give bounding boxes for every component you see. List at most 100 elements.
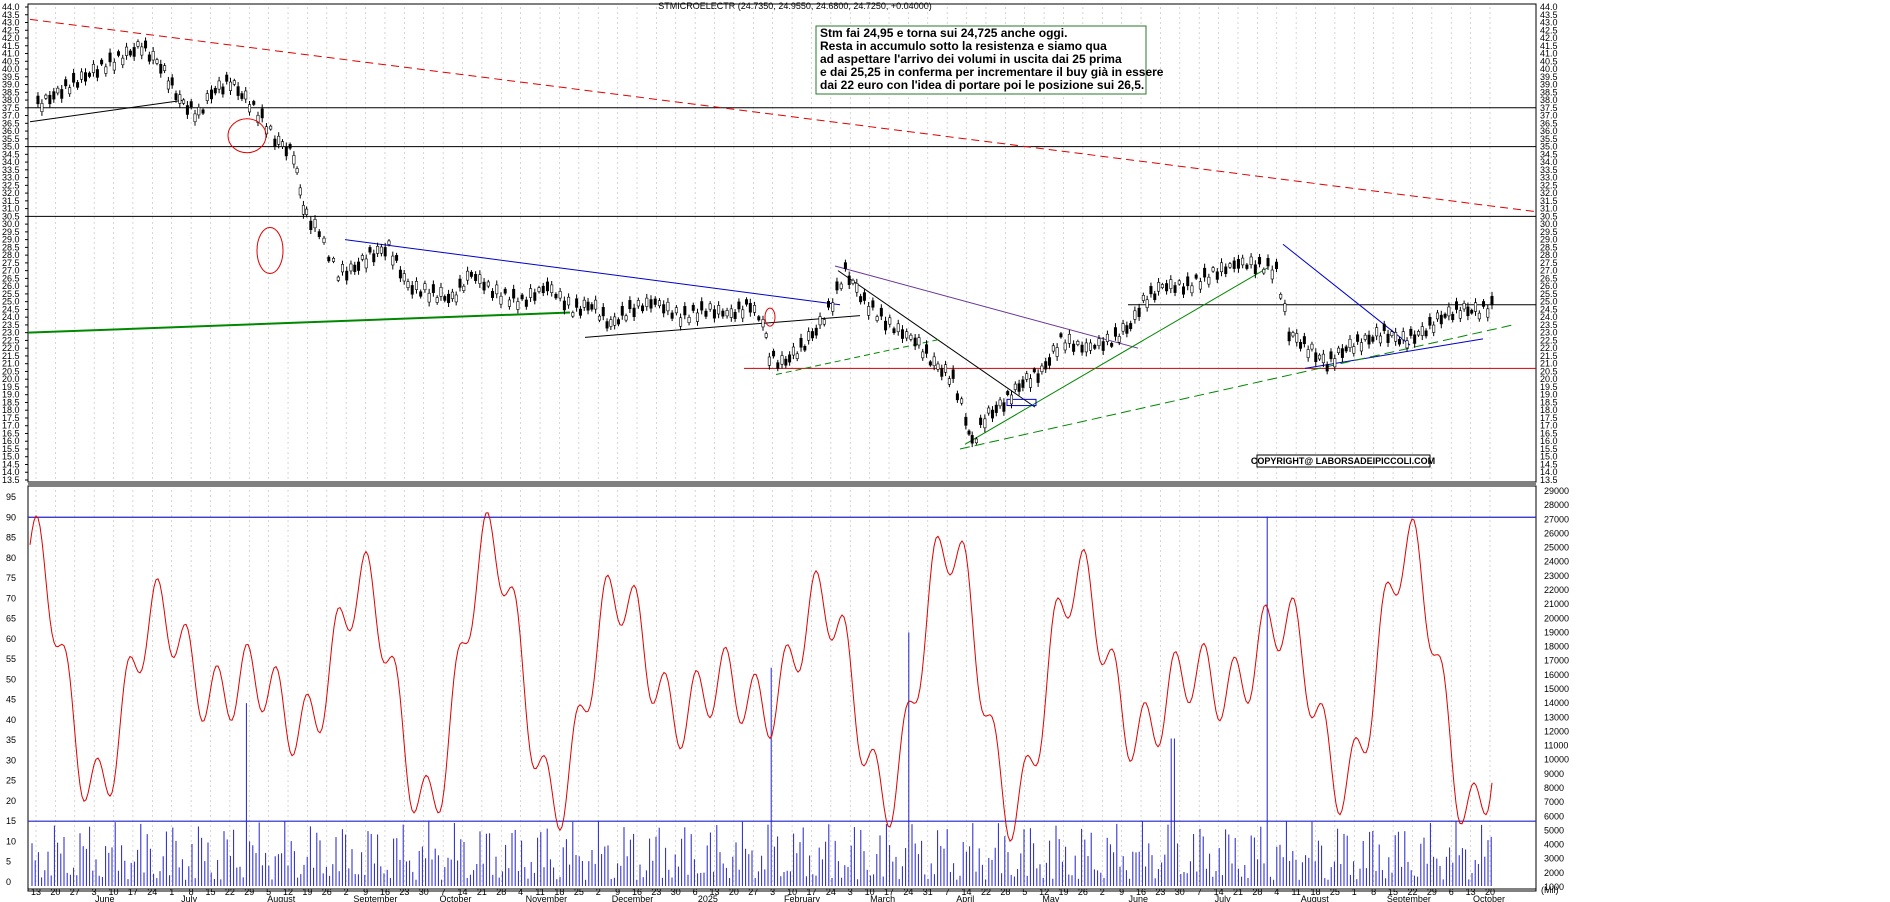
price-candle-body	[1413, 334, 1417, 344]
price-candle-body	[712, 309, 716, 319]
price-candle-body	[360, 255, 364, 260]
volume-tick: 15000	[1544, 684, 1569, 694]
price-candle-body	[395, 255, 399, 261]
day-label: 23	[651, 887, 661, 897]
price-candle-body	[940, 368, 944, 377]
price-candle-body	[994, 404, 998, 413]
oscillator-tick: 5	[6, 857, 11, 867]
price-candle-body	[341, 264, 345, 273]
day-label: 4	[518, 887, 523, 897]
day-label: 3	[770, 887, 775, 897]
price-candle-body	[136, 41, 140, 47]
price-candle-body	[248, 104, 252, 113]
price-candle-body	[721, 310, 725, 317]
price-candle-body	[1253, 264, 1257, 275]
price-candle-body	[1072, 343, 1076, 352]
price-tick-right: 23.0	[1540, 328, 1558, 338]
price-candle-body	[68, 87, 72, 95]
month-label: July	[181, 894, 198, 902]
day-label: 5	[1022, 887, 1027, 897]
price-candle-body	[95, 69, 99, 78]
price-tick-left: 19.0	[2, 390, 20, 400]
price-candle-body	[554, 293, 558, 299]
price-candle-body	[1089, 342, 1093, 351]
price-candle-body	[1032, 368, 1036, 373]
price-candle-body	[80, 71, 84, 80]
price-candle-body	[406, 281, 410, 288]
price-tick-right: 44.0	[1540, 2, 1558, 12]
price-candle-body	[741, 309, 745, 319]
price-candle-body	[520, 294, 524, 300]
price-candle-body	[1310, 343, 1314, 350]
day-label: 31	[923, 887, 933, 897]
price-candle-body	[450, 291, 454, 299]
price-candle-body	[1386, 333, 1390, 343]
price-tick-left: 32.5	[2, 180, 20, 190]
price-candle-body	[729, 308, 733, 318]
day-label: 28	[1252, 887, 1262, 897]
day-label: 7	[1197, 887, 1202, 897]
price-candle-body	[292, 155, 296, 165]
price-candle-body	[1348, 338, 1352, 349]
price-tick-right: 24.0	[1540, 312, 1558, 322]
price-candle-body	[466, 270, 470, 281]
oscillator-tick: 90	[6, 512, 16, 522]
price-candle-body	[322, 237, 326, 243]
price-tick-right: 33.5	[1540, 165, 1558, 175]
oscillator-tick: 0	[6, 877, 11, 887]
annotation-line-1: Stm fai 24,95 e torna sui 24,725 anche o…	[820, 26, 1067, 40]
price-candle-body	[827, 301, 831, 308]
price-candle-body	[1490, 295, 1494, 306]
price-candle-body	[1165, 283, 1169, 292]
price-candle-body	[376, 245, 380, 254]
price-candle-body	[1306, 349, 1310, 358]
price-tick-left: 29.0	[2, 235, 20, 245]
price-candle-body	[562, 300, 566, 311]
price-tick-right: 17.5	[1540, 413, 1558, 423]
day-label: 16	[632, 887, 642, 897]
volume-axis: 29000 28000 27000 26000 25000 24000 23000 22000…	[1544, 486, 1569, 892]
price-candle-body	[284, 146, 288, 157]
month-label: February	[784, 894, 821, 902]
price-tick-left: 13.5	[2, 475, 20, 485]
volume-bars	[31, 516, 1492, 886]
price-candle-body	[1215, 271, 1219, 280]
oscillator-tick: 10	[6, 836, 16, 846]
price-candle-body	[974, 438, 978, 444]
price-tick-right: 29.5	[1540, 227, 1558, 237]
price-candle-body	[349, 263, 353, 272]
red-ellipse-small	[764, 307, 776, 327]
price-candle-body	[1482, 301, 1486, 307]
day-label: 22	[225, 887, 235, 897]
grid-lines	[35, 7, 1491, 886]
month-label: June	[95, 894, 115, 902]
day-label: 28	[496, 887, 506, 897]
price-candle-body	[353, 264, 357, 272]
price-candle-body	[1133, 310, 1137, 320]
day-label: 8	[1371, 887, 1376, 897]
oscillator-path	[29, 512, 1493, 842]
price-candle-body	[1051, 345, 1055, 352]
day-label: 21	[1233, 887, 1243, 897]
price-tick-right: 23.5	[1540, 320, 1558, 330]
price-candle-body	[193, 113, 197, 123]
price-candle-body	[232, 80, 236, 85]
price-candle-body	[859, 296, 863, 303]
price-tick-left: 35.5	[2, 134, 20, 144]
price-candle-body	[550, 284, 554, 293]
price-candle-body	[1314, 352, 1318, 363]
price-candle-body	[803, 345, 807, 351]
price-tick-right: 15.5	[1540, 444, 1558, 454]
annotation-line-4: e dai 25,25 in conferma per incrementare…	[820, 65, 1164, 79]
volume-tick: 20000	[1544, 613, 1569, 623]
price-candle-body	[1009, 394, 1013, 405]
price-candle-body	[1329, 351, 1333, 360]
day-label: 15	[1388, 887, 1398, 897]
price-candle-body	[1295, 333, 1299, 343]
price-candle-body	[155, 59, 159, 64]
volume-tick: 25000	[1544, 543, 1569, 553]
price-candle-body	[1318, 354, 1322, 360]
black-early-line	[29, 99, 186, 123]
price-tick-left: 43.0	[2, 18, 20, 28]
price-candle-body	[298, 187, 302, 196]
